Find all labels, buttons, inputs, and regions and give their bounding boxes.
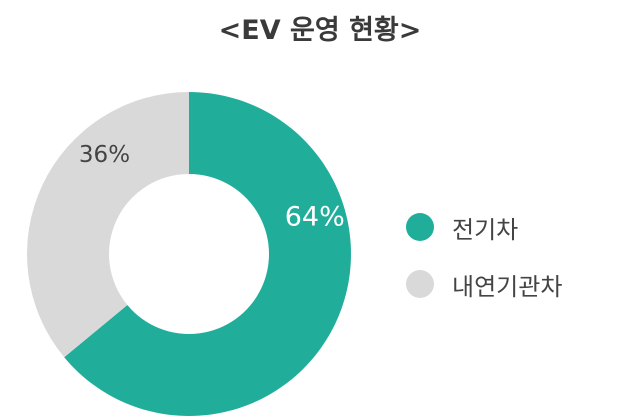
chart-title: <EV 운영 현황>: [218, 15, 422, 46]
legend-label: 전기차: [452, 215, 519, 244]
data-label: 64%: [285, 201, 345, 232]
legend-item-ice: 내연기관차: [406, 269, 563, 301]
legend-swatch: [406, 213, 434, 241]
legend-swatch: [406, 270, 434, 298]
donut-slice: [26, 92, 190, 358]
legend-item-ev: 전기차: [406, 212, 519, 244]
data-label: 36%: [79, 142, 130, 168]
donut-slice: [64, 92, 351, 416]
legend-label: 내연기관차: [452, 272, 563, 301]
